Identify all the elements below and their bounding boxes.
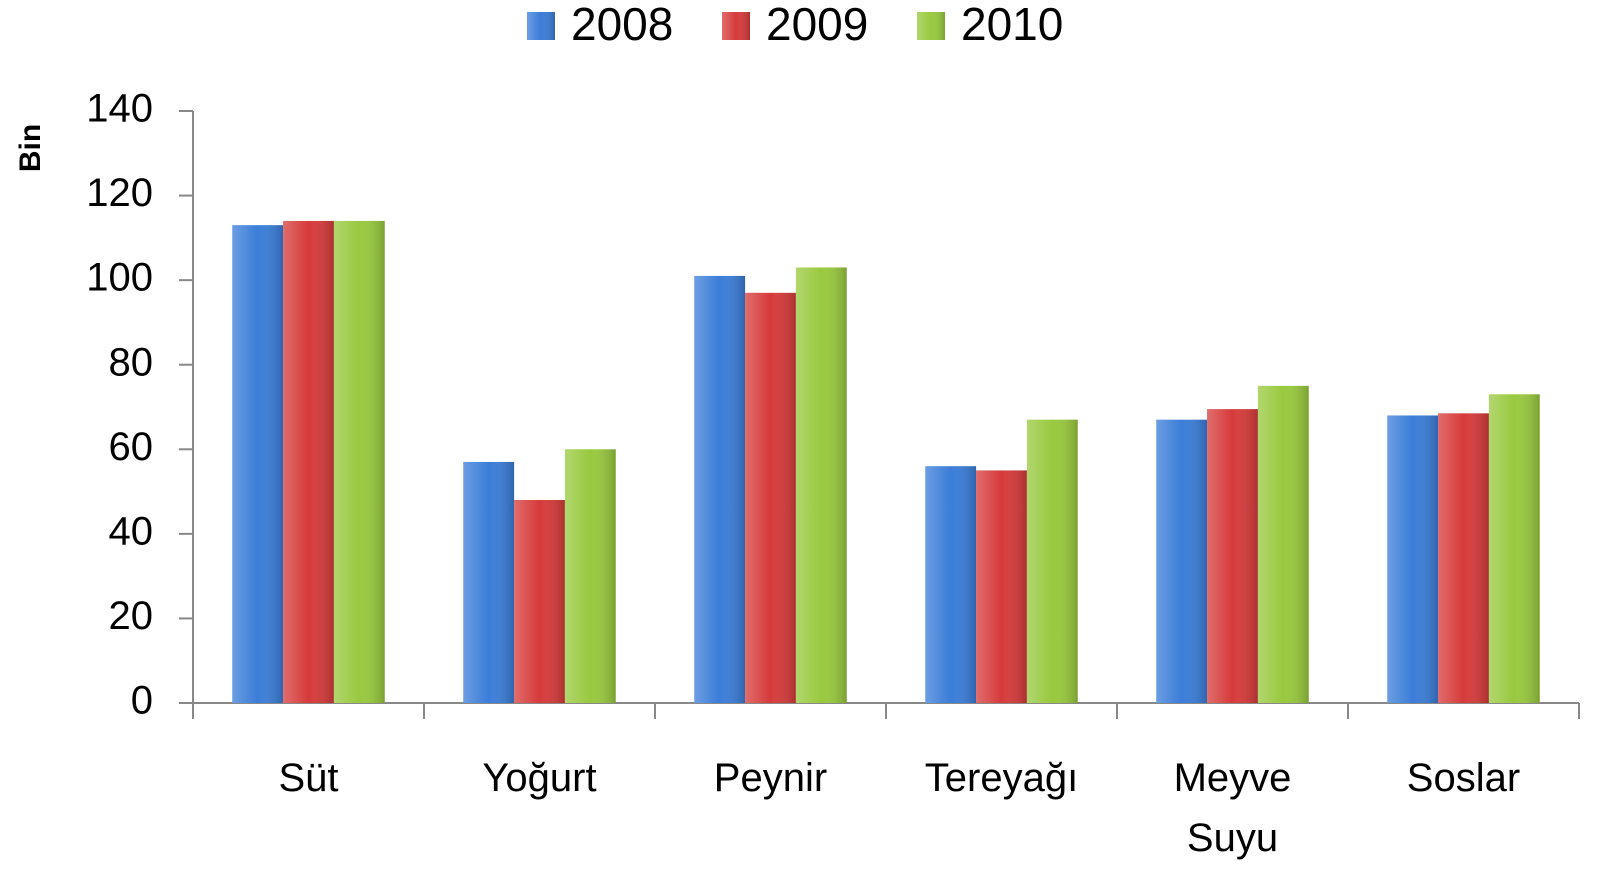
bar-shade <box>1156 419 1208 703</box>
bar-shade <box>283 220 334 703</box>
bar-shade <box>514 500 565 703</box>
bar-shade <box>1257 385 1309 703</box>
y-tick-label: 20 <box>109 594 154 638</box>
x-tick-label: Yoğurt <box>482 756 597 800</box>
bar-shade <box>925 466 977 703</box>
bar-shade <box>232 225 284 703</box>
x-tick-label: Soslar <box>1406 756 1521 800</box>
legend-swatch-shade <box>722 12 750 40</box>
y-tick-label: 80 <box>109 340 154 384</box>
bar-shade <box>1438 413 1489 703</box>
legend-swatch-shade <box>917 12 945 40</box>
bar-shade <box>745 292 796 703</box>
y-tick-label: 0 <box>131 679 153 723</box>
legend-label: 2010 <box>961 0 1063 50</box>
legend-swatch-shade <box>527 12 555 40</box>
y-tick-label: 120 <box>86 171 153 215</box>
bar-shade <box>1207 409 1258 703</box>
bar-shade <box>1488 394 1540 703</box>
legend-label: 2009 <box>766 0 868 50</box>
bar-shade <box>694 275 746 703</box>
bar-shade <box>564 449 616 703</box>
legend-label: 2008 <box>571 0 673 50</box>
bar-shade <box>1026 419 1078 703</box>
bar-shade <box>463 461 515 703</box>
bar-shade <box>1387 415 1439 703</box>
y-tick-label: 60 <box>109 425 154 469</box>
y-axis-label: Bin <box>14 124 47 172</box>
bar-shade <box>976 470 1027 703</box>
x-tick-label: Meyve Suyu <box>1173 756 1292 860</box>
bar-shade <box>333 220 385 703</box>
bar-shade <box>795 267 847 703</box>
y-tick-label: 100 <box>86 256 153 300</box>
x-tick-label: Tereyağı <box>924 756 1079 800</box>
y-tick-label: 140 <box>86 87 153 131</box>
x-tick-label: Peynir <box>713 756 828 800</box>
x-tick-label: Süt <box>278 756 339 800</box>
y-tick-label: 40 <box>109 509 154 553</box>
